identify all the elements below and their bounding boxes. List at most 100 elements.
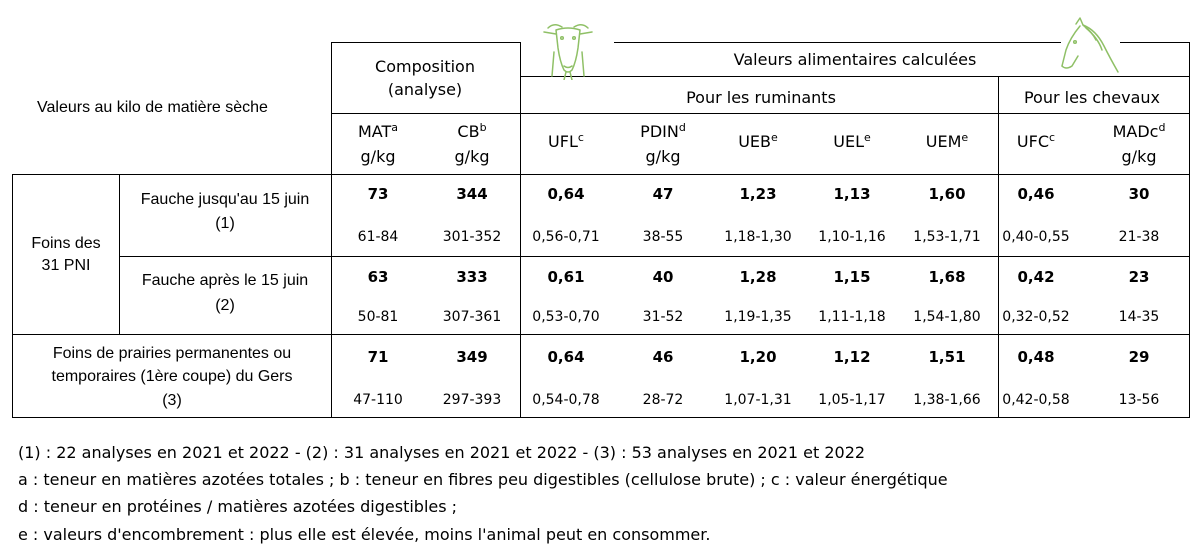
table-cell-range: 0,54-0,78: [532, 392, 600, 408]
column-name: MAT: [357, 122, 392, 141]
table-cell-mean: 40: [652, 268, 674, 286]
table-cell-range: 47-110: [353, 392, 403, 408]
table-cell-range: 1,18-1,30: [724, 229, 792, 245]
row-label: (1): [215, 215, 235, 232]
table-cell-mean: 0,42: [1017, 268, 1055, 286]
column-header-uel: UELe: [833, 131, 871, 151]
composition-header: Composition: [375, 57, 475, 76]
column-header-ufl: UFLc: [548, 131, 584, 151]
table-cell-mean: 0,64: [547, 348, 585, 366]
composition-subheader: (analyse): [387, 80, 463, 99]
table-cell-mean: 47: [652, 185, 674, 203]
table-cell-range: 1,54-1,80: [913, 309, 981, 325]
table-cell-range: 0,32-0,52: [1002, 309, 1070, 325]
table-cell-mean: 1,60: [928, 185, 966, 203]
footnote-analyses: (1) : 22 analyses en 2021 et 2022 - (2) …: [18, 443, 866, 462]
table-cell-mean: 23: [1128, 268, 1150, 286]
table-cell-mean: 349: [456, 348, 488, 366]
table-cell-range: 307-361: [442, 309, 502, 325]
table-cell-mean: 1,12: [833, 348, 871, 366]
table-cell-range: 301-352: [442, 229, 502, 245]
table-cell-mean: 1,15: [833, 268, 871, 286]
table-cell-mean: 71: [367, 348, 389, 366]
column-footnote-marker: d: [678, 121, 686, 134]
column-name: UEL: [833, 132, 864, 151]
row-label: (2): [215, 297, 235, 314]
column-unit: g/kg: [360, 147, 396, 166]
row-label: (3): [162, 392, 182, 409]
table-cell-range: 297-393: [442, 392, 502, 408]
table-cell-mean: 63: [367, 268, 389, 286]
table-cell-mean: 1,68: [928, 268, 966, 286]
column-name: MADc: [1112, 122, 1159, 141]
table-cell-mean: 73: [367, 185, 389, 203]
table-cell-mean: 333: [456, 268, 488, 286]
column-unit: g/kg: [454, 147, 490, 166]
table-cell-range: 1,11-1,18: [818, 309, 886, 325]
column-footnote-marker: e: [863, 131, 871, 144]
column-header-ueb: UEBe: [738, 131, 778, 151]
table-cell-range: 1,19-1,35: [724, 309, 792, 325]
column-footnote-marker: e: [771, 131, 778, 144]
table-cell-range: 61-84: [357, 229, 399, 245]
table-cell-mean: 29: [1128, 348, 1150, 366]
group-label: Foins des: [31, 235, 101, 252]
footnote-e: e : valeurs d'encombrement : plus elle e…: [18, 525, 711, 544]
table-cell-range: 13-56: [1118, 392, 1160, 408]
column-header-pdin: PDINd: [640, 121, 686, 141]
column-name: PDIN: [640, 122, 679, 141]
footnote-d: d : teneur en protéines / matières azoté…: [18, 497, 458, 516]
column-footnote-marker: d: [1158, 121, 1166, 134]
table-cell-range: 50-81: [357, 309, 399, 325]
cow-icon: [543, 24, 593, 80]
group-label: 31 PNI: [41, 257, 91, 274]
table-cell-mean: 1,28: [739, 268, 777, 286]
table-cell-range: 28-72: [642, 392, 684, 408]
horses-header: Pour les chevaux: [1023, 88, 1161, 107]
column-name: UFC: [1016, 132, 1050, 151]
column-name: UFL: [548, 132, 578, 151]
column-header-cb: CBb: [457, 121, 487, 141]
row-label: temporaires (1ère coupe) du Gers: [51, 368, 293, 385]
table-cell-mean: 1,51: [928, 348, 966, 366]
column-header-uem: UEMe: [926, 131, 969, 150]
column-unit: g/kg: [1121, 147, 1157, 166]
column-header-mat: MATa: [357, 121, 399, 141]
table-cell-mean: 344: [456, 185, 488, 203]
table-cell-range: 21-38: [1118, 229, 1160, 245]
column-name: UEB: [738, 132, 772, 151]
table-cell-mean: 1,20: [739, 348, 777, 366]
column-footnote-marker: e: [961, 131, 969, 144]
horse-icon: [1061, 17, 1119, 73]
column-footnote-marker: b: [479, 121, 487, 134]
table-cell-range: 1,05-1,17: [818, 392, 886, 408]
table-cell-mean: 0,61: [547, 268, 585, 286]
table-cell-range: 14-35: [1118, 309, 1160, 325]
table-cell-range: 38-55: [642, 229, 684, 245]
table-cell-mean: 30: [1128, 185, 1150, 203]
table-cell-mean: 0,48: [1017, 348, 1055, 366]
row-label: Fauche après le 15 juin: [141, 272, 309, 289]
table-cell-range: 1,53-1,71: [913, 229, 981, 245]
column-header-madc: MADcd: [1112, 121, 1166, 141]
column-footnote-marker: c: [1049, 131, 1056, 144]
table-cell-range: 0,53-0,70: [532, 309, 600, 325]
row-label: Foins de prairies permanentes ou: [52, 345, 292, 362]
table-cell-mean: 0,46: [1017, 185, 1055, 203]
column-footnote-marker: c: [577, 131, 584, 144]
row-label: Fauche jusqu'au 15 juin: [140, 191, 310, 208]
table-cell-range: 1,10-1,16: [818, 229, 886, 245]
column-unit: g/kg: [645, 147, 681, 166]
table-cell-range: 1,07-1,31: [724, 392, 792, 408]
table-cell-range: 1,38-1,66: [913, 392, 981, 408]
table-cell-mean: 1,13: [833, 185, 871, 203]
footnote-a-b-c: a : teneur en matières azotées totales ;…: [18, 470, 948, 489]
column-name: CB: [457, 122, 480, 141]
table-cell-mean: 46: [652, 348, 674, 366]
table-cell-range: 0,40-0,55: [1002, 229, 1070, 245]
row-header-title: Valeurs au kilo de matière sèche: [37, 99, 268, 116]
table-cell-mean: 0,64: [547, 185, 585, 203]
calculated-values-header: Valeurs alimentaires calculées: [733, 50, 977, 69]
column-footnote-marker: a: [391, 121, 399, 134]
